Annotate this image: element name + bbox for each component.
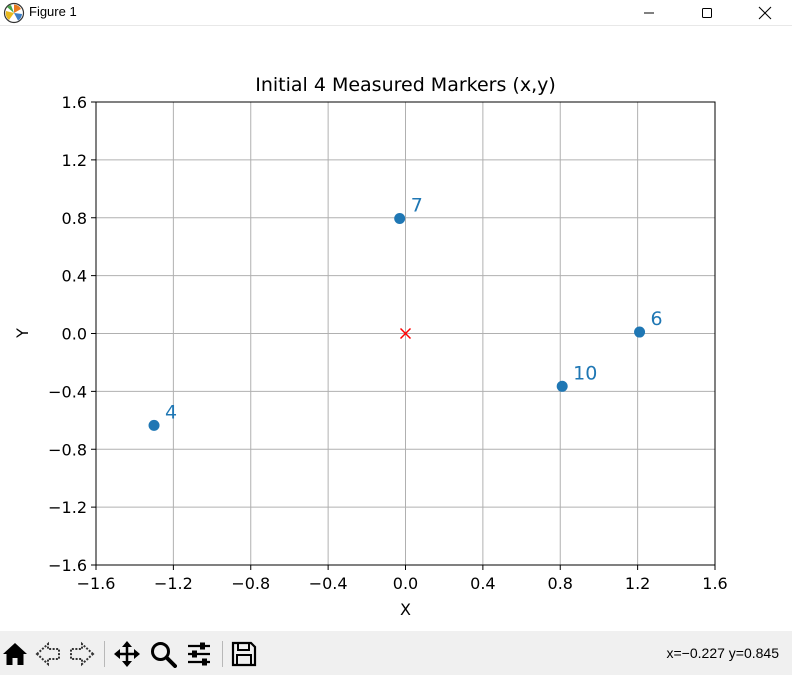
origin-x-marker xyxy=(399,327,412,340)
x-tick-label: 1.2 xyxy=(625,574,650,593)
pan-icon xyxy=(114,641,140,667)
y-tick-label: 0.8 xyxy=(62,209,87,228)
maximize-icon xyxy=(702,7,712,18)
y-tick-label: 0.4 xyxy=(62,267,87,286)
x-tick-label: −1.6 xyxy=(77,574,116,593)
figure-canvas[interactable]: 4 7 10 6 −1.6 −1.2 −0.8 −0.4 0.0 0.4 0.8 1.2 1.6 −1.… xyxy=(0,26,792,631)
back-arrow-icon xyxy=(35,641,60,667)
scatter-point[interactable] xyxy=(556,380,568,392)
y-tick-label: −1.6 xyxy=(48,556,87,575)
scatter-chart[interactable]: 4 7 10 6 −1.6 −1.2 −0.8 −0.4 0.0 0.4 0.8 1.2 1.6 −1.… xyxy=(0,26,792,631)
zoom-icon xyxy=(151,642,177,668)
x-tick-label: 0.8 xyxy=(548,574,573,593)
x-tick-label: 0.0 xyxy=(393,574,418,593)
y-tick-label: −0.4 xyxy=(48,382,87,401)
minimize-icon xyxy=(644,12,654,13)
y-tick-label: −0.8 xyxy=(48,440,87,459)
maximize-button[interactable] xyxy=(678,0,736,25)
y-tick-label: −1.2 xyxy=(48,498,87,517)
close-icon xyxy=(758,6,772,19)
close-button[interactable] xyxy=(736,0,792,25)
forward-button[interactable] xyxy=(67,639,97,669)
point-label: 10 xyxy=(573,362,597,384)
pan-button[interactable] xyxy=(112,639,142,669)
window-title: Figure 1 xyxy=(29,4,77,19)
chart-title: Initial 4 Measured Markers (x,y) xyxy=(255,74,556,96)
scatter-point[interactable] xyxy=(148,419,160,431)
toolbar-separator xyxy=(222,641,223,667)
window-titlebar: Figure 1 xyxy=(0,0,792,26)
x-tick-label: −1.2 xyxy=(154,574,193,593)
x-tick-label: −0.8 xyxy=(231,574,270,593)
minimize-button[interactable] xyxy=(620,0,678,25)
zoom-button[interactable] xyxy=(148,639,178,669)
toolbar-separator xyxy=(104,641,105,667)
save-icon xyxy=(231,641,257,667)
configure-subplots-button[interactable] xyxy=(184,639,214,669)
x-tick-label: −0.4 xyxy=(309,574,348,593)
x-tick-label: 1.6 xyxy=(702,574,727,593)
save-button[interactable] xyxy=(229,639,259,669)
scatter-point[interactable] xyxy=(394,212,406,224)
x-axis-label: X xyxy=(400,600,411,619)
point-label: 6 xyxy=(651,308,663,330)
matplotlib-logo-icon xyxy=(3,2,25,24)
point-label: 4 xyxy=(165,401,177,423)
scatter-point[interactable] xyxy=(634,326,646,338)
cursor-coordinates: x=−0.227 y=0.845 xyxy=(666,645,780,661)
home-icon xyxy=(3,643,27,665)
configure-subplots-icon xyxy=(188,642,210,666)
y-axis-label: Y xyxy=(13,328,32,339)
navigation-toolbar: x=−0.227 y=0.845 xyxy=(0,631,792,675)
home-button[interactable] xyxy=(0,639,30,669)
y-tick-label: 0.0 xyxy=(62,325,87,344)
x-tick-label: 0.4 xyxy=(470,574,495,593)
forward-arrow-icon xyxy=(70,641,95,667)
y-tick-label: 1.2 xyxy=(62,151,87,170)
point-label: 7 xyxy=(411,194,423,216)
y-tick-label: 1.6 xyxy=(62,93,87,112)
back-button[interactable] xyxy=(33,639,63,669)
